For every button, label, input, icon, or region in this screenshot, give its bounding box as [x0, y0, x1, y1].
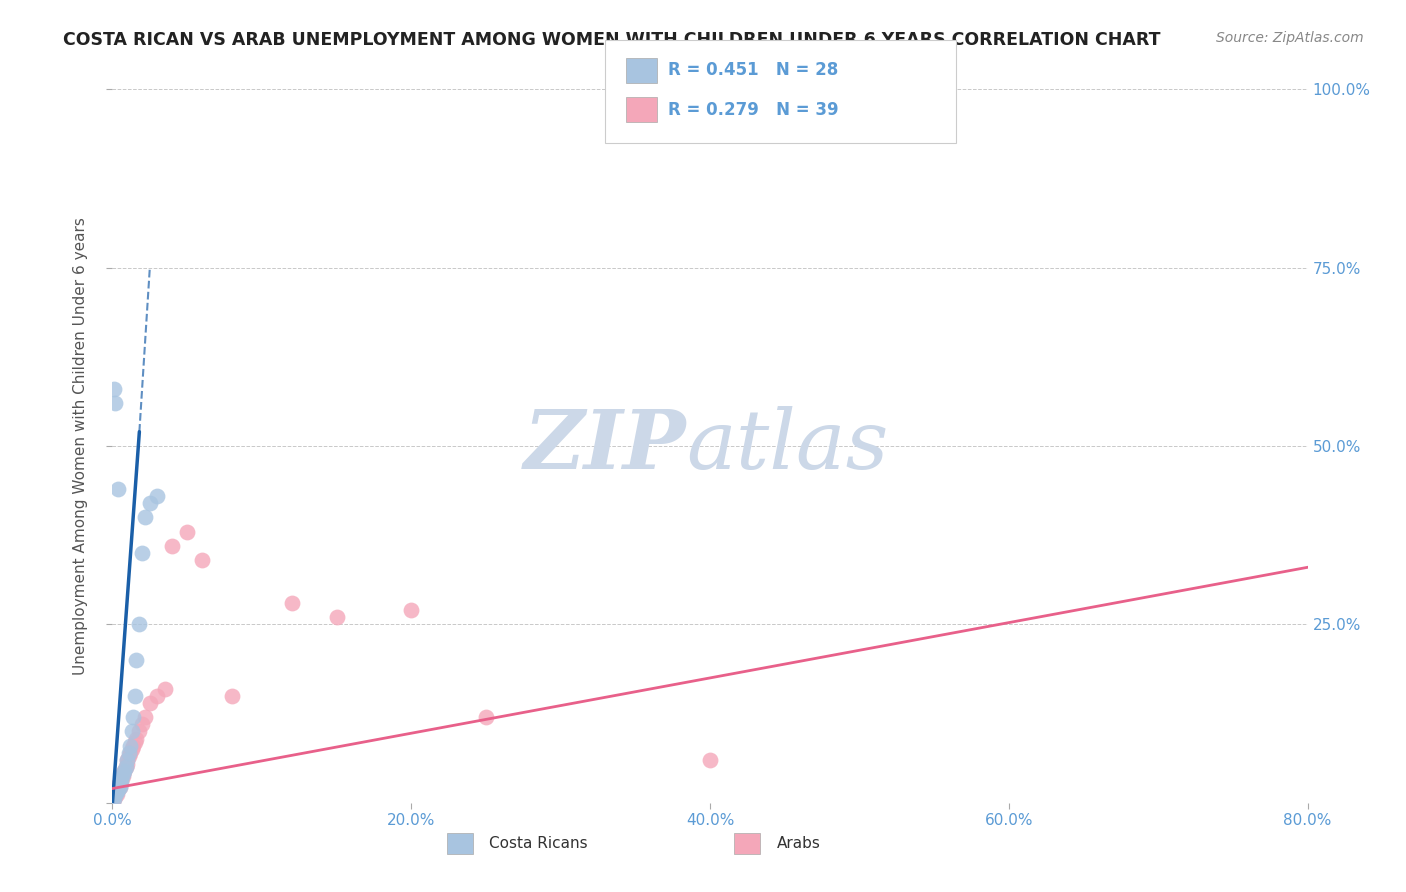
Bar [734, 833, 761, 855]
Point [105, 787, 128, 801]
Point [107, 781, 129, 796]
Point [118, 749, 141, 764]
Point [103, 792, 125, 806]
Point [191, 553, 214, 567]
Point [128, 617, 150, 632]
Point [115, 760, 138, 774]
Point [131, 546, 153, 560]
Point [122, 710, 145, 724]
Point [401, 603, 423, 617]
Point [146, 689, 169, 703]
Point [124, 689, 146, 703]
Point [139, 696, 162, 710]
Point [105, 783, 128, 797]
Text: R = 0.451   N = 28: R = 0.451 N = 28 [668, 62, 838, 79]
Point [121, 742, 143, 756]
Text: Costa Ricans: Costa Ricans [489, 836, 588, 851]
Text: atlas: atlas [686, 406, 889, 486]
Point [121, 724, 143, 739]
Point [125, 653, 148, 667]
Point [131, 717, 153, 731]
Point [107, 482, 129, 496]
Bar [447, 833, 474, 855]
Point [107, 781, 129, 796]
Point [114, 764, 135, 778]
Y-axis label: Unemployment Among Women with Children Under 6 years: Unemployment Among Women with Children U… [73, 217, 89, 675]
Point [110, 774, 132, 789]
Point [281, 596, 304, 610]
Point [124, 735, 146, 749]
Point [125, 731, 148, 746]
Point [134, 510, 156, 524]
Point [103, 382, 125, 396]
Point [325, 610, 347, 624]
Point [139, 496, 162, 510]
Point [117, 753, 139, 767]
Text: ZIP: ZIP [523, 406, 686, 486]
Point [153, 681, 176, 696]
Point [118, 746, 141, 760]
Point [110, 771, 132, 785]
Text: COSTA RICAN VS ARAB UNEMPLOYMENT AMONG WOMEN WITH CHILDREN UNDER 6 YEARS CORRELA: COSTA RICAN VS ARAB UNEMPLOYMENT AMONG W… [63, 31, 1161, 49]
Point [120, 739, 142, 753]
Point [104, 785, 127, 799]
Text: Source: ZipAtlas.com: Source: ZipAtlas.com [1216, 31, 1364, 45]
Point [176, 524, 198, 539]
Point [475, 710, 498, 724]
Point [122, 739, 145, 753]
Point [108, 780, 131, 794]
Point [111, 767, 134, 781]
Text: Arabs: Arabs [778, 836, 821, 851]
Point [699, 753, 721, 767]
Point [107, 778, 129, 792]
Point [108, 778, 131, 792]
Point [105, 785, 128, 799]
Point [114, 764, 135, 778]
Point [103, 789, 125, 803]
Point [110, 774, 132, 789]
Point [115, 760, 138, 774]
Point [108, 776, 131, 790]
Point [134, 710, 156, 724]
Point [108, 780, 131, 794]
Point [110, 771, 132, 785]
Point [117, 753, 139, 767]
Point [104, 789, 127, 803]
Point [111, 769, 134, 783]
Point [104, 787, 127, 801]
Point [146, 489, 169, 503]
Point [105, 783, 128, 797]
Point [117, 756, 139, 771]
Point [221, 689, 243, 703]
Point [120, 746, 142, 760]
Point [103, 792, 125, 806]
Point [128, 724, 150, 739]
Text: R = 0.279   N = 39: R = 0.279 N = 39 [668, 101, 838, 119]
Point [111, 765, 134, 780]
Point [103, 790, 125, 805]
Point [104, 396, 127, 410]
Point [162, 539, 183, 553]
